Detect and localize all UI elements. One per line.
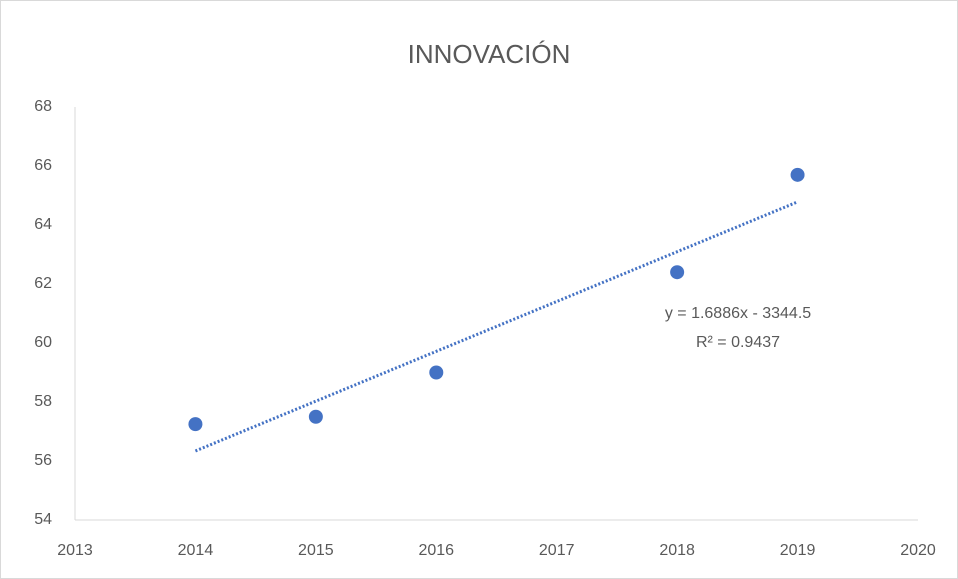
x-tick-label: 2019 <box>780 542 816 559</box>
chart-title: INNOVACIÓN <box>408 39 571 69</box>
x-tick-label: 2014 <box>178 542 214 559</box>
point <box>429 365 444 380</box>
x-tick-label: 2016 <box>418 542 454 559</box>
x-tick-label: 2013 <box>57 542 93 559</box>
x-tick-label: 2020 <box>900 542 936 559</box>
point <box>308 409 323 424</box>
x-tick-label: 2018 <box>659 542 695 559</box>
x-tick-label: 2015 <box>298 542 334 559</box>
y-tick-label: 54 <box>34 511 52 528</box>
point <box>188 417 203 432</box>
y-tick-label: 60 <box>34 334 52 351</box>
y-tick-label: 64 <box>34 216 52 233</box>
y-tick-label: 68 <box>34 98 52 115</box>
y-tick-label: 58 <box>34 393 52 410</box>
point <box>790 167 805 182</box>
y-tick-label: 62 <box>34 275 52 292</box>
y-tick-label: 66 <box>34 157 52 174</box>
point <box>670 265 685 280</box>
y-tick-label: 56 <box>34 452 52 469</box>
trendline-equation: y = 1.6886x - 3344.5 <box>665 305 811 322</box>
x-tick-label: 2017 <box>539 542 575 559</box>
trendline-r-squared: R² = 0.9437 <box>696 334 780 351</box>
trendline <box>194 200 799 453</box>
